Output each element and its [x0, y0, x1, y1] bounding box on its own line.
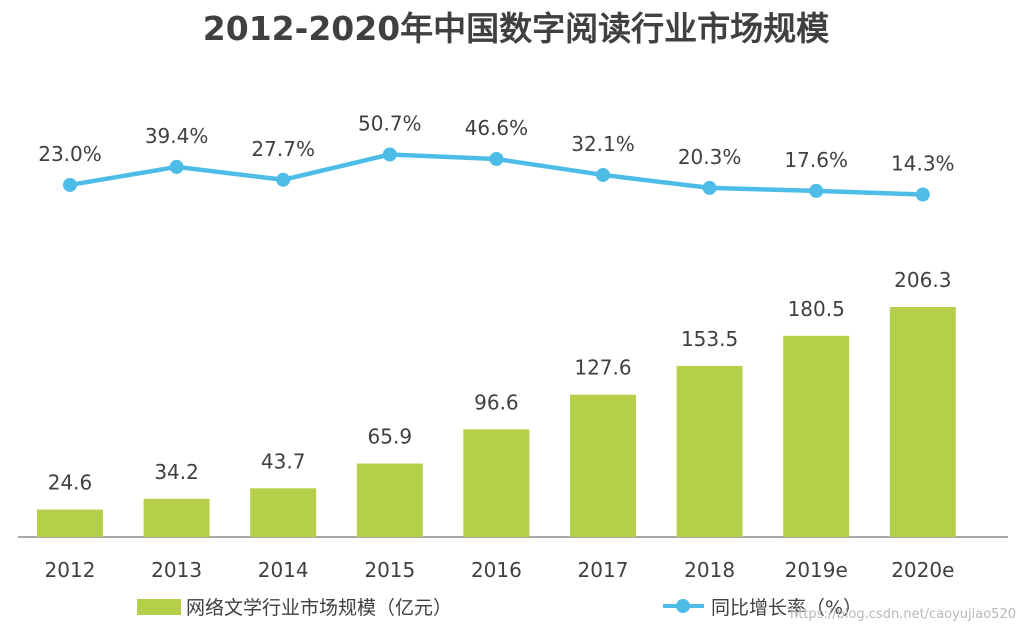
bar-2019e	[783, 335, 850, 537]
bar-2016	[463, 429, 530, 537]
line-label-2019e: 17.6%	[784, 148, 848, 172]
watermark: https://blog.csdn.net/caoyujiao520	[790, 607, 1016, 622]
x-tick-2016: 2016	[471, 558, 522, 582]
chart-title: 2012-2020年中国数字阅读行业市场规模	[203, 9, 830, 48]
x-tick-2012: 2012	[45, 558, 96, 582]
bar-data-labels: 24.6 34.2 43.7 65.9 96.6 127.6 153.5 180.5 206.3	[48, 268, 952, 495]
bar-2012	[37, 509, 103, 537]
line-point-2019e	[809, 183, 824, 198]
line-point-2013	[169, 159, 184, 174]
line-label-2015: 50.7%	[358, 112, 422, 136]
bar-2013	[143, 498, 210, 537]
x-tick-2019e: 2019e	[785, 558, 848, 582]
legend: 网络文学行业市场规模（亿元） 同比增长率（%）	[137, 597, 862, 619]
line-point-2015	[382, 147, 397, 162]
bar-label-2017: 127.6	[574, 356, 631, 380]
line-point-2018	[702, 180, 717, 195]
bar-label-2016: 96.6	[474, 390, 519, 414]
x-tick-2014: 2014	[258, 558, 309, 582]
bar-label-2019e: 180.5	[788, 297, 845, 321]
x-tick-2017: 2017	[578, 558, 629, 582]
bar-label-2014: 43.7	[261, 449, 306, 473]
legend-bar-swatch	[137, 599, 181, 615]
line-label-2020e: 14.3%	[891, 152, 955, 176]
bar-2017	[570, 394, 636, 537]
line-point-2012	[63, 177, 77, 192]
x-tick-2020e: 2020e	[891, 558, 954, 582]
bar-2014	[250, 488, 317, 537]
bar-label-2015: 65.9	[368, 425, 413, 449]
legend-line-label: 同比增长率（%）	[711, 597, 862, 619]
bar-2020e	[889, 307, 956, 537]
line-label-2016: 46.6%	[465, 116, 529, 140]
x-tick-2018: 2018	[684, 558, 735, 582]
bar-series	[37, 307, 956, 537]
bar-label-2012: 24.6	[48, 471, 93, 495]
line-point-2020e	[915, 187, 930, 202]
line-label-2018: 20.3%	[678, 145, 742, 169]
line-point-2014	[276, 172, 291, 187]
x-axis-ticks: 2012 2013 2014 2015 2016 2017 2018 2019e 2020e	[45, 558, 955, 582]
bar-2015	[356, 463, 423, 537]
bar-2018	[676, 365, 743, 537]
line-data-labels: 23.0% 39.4% 27.7% 50.7% 46.6% 32.1% 20.3% 17.6%…	[38, 112, 954, 176]
line-label-2017: 32.1%	[571, 132, 635, 156]
bar-label-2018: 153.5	[681, 327, 738, 351]
x-tick-2015: 2015	[364, 558, 415, 582]
line-label-2012: 23.0%	[38, 142, 102, 166]
legend-bar-label: 网络文学行业市场规模（亿元）	[186, 597, 452, 619]
growth-rate-series	[63, 147, 930, 202]
legend-line-marker	[676, 599, 690, 613]
line-label-2014: 27.7%	[251, 137, 315, 161]
line-label-2013: 39.4%	[145, 124, 209, 148]
bar-label-2013: 34.2	[154, 460, 199, 484]
line-point-2017	[596, 167, 610, 182]
line-point-2016	[489, 152, 504, 167]
x-tick-2013: 2013	[151, 558, 202, 582]
bar-label-2020e: 206.3	[894, 268, 951, 292]
